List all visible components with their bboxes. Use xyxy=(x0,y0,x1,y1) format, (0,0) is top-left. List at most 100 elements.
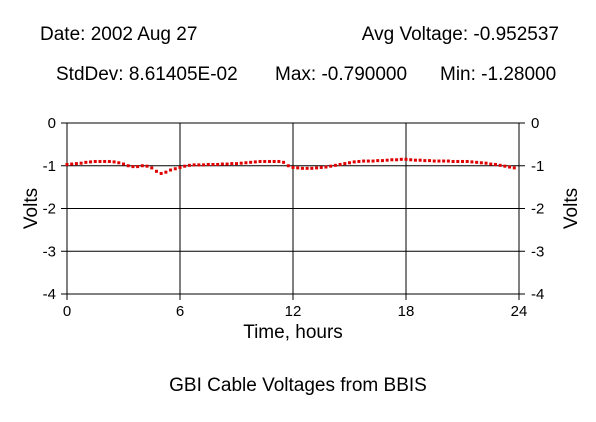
data-point xyxy=(164,170,168,174)
data-point xyxy=(456,159,460,163)
data-point xyxy=(428,159,432,163)
data-point xyxy=(357,159,361,163)
data-point xyxy=(451,159,455,163)
data-point xyxy=(230,162,234,166)
data-point xyxy=(103,159,107,163)
data-point xyxy=(98,159,102,163)
x-tick-label: 24 xyxy=(511,303,528,320)
x-tick-label: 12 xyxy=(285,303,302,320)
y-tick-label-left: -1 xyxy=(43,158,56,175)
data-point xyxy=(390,158,394,162)
y-tick-label-right: -1 xyxy=(531,158,544,175)
data-point xyxy=(197,163,201,167)
data-point xyxy=(150,166,154,170)
data-point xyxy=(305,166,309,170)
data-point xyxy=(399,157,403,161)
data-point xyxy=(385,158,389,162)
data-point xyxy=(122,162,125,166)
data-point xyxy=(216,162,220,166)
x-tick-label: 6 xyxy=(176,303,184,320)
data-point xyxy=(239,161,243,165)
data-point xyxy=(65,162,69,166)
data-point xyxy=(187,163,191,167)
data-point xyxy=(253,160,257,164)
data-point xyxy=(338,162,342,166)
data-point xyxy=(324,165,328,169)
data-point xyxy=(140,164,144,168)
data-point xyxy=(291,165,295,169)
data-point xyxy=(277,159,281,163)
avg-voltage-label: Avg Voltage: -0.952537 xyxy=(361,24,559,45)
data-point xyxy=(418,158,422,162)
data-point xyxy=(258,159,262,163)
y-tick-label-left: 0 xyxy=(48,115,56,132)
data-point xyxy=(131,165,135,169)
y-axis-label-right: Volts xyxy=(561,188,582,229)
data-point xyxy=(202,163,206,167)
y-tick-label-left: -4 xyxy=(43,286,56,303)
data-point xyxy=(409,158,413,162)
data-point xyxy=(169,168,173,172)
data-point xyxy=(446,159,450,163)
data-point xyxy=(263,159,267,163)
data-point xyxy=(380,159,384,163)
chart-footer-title: GBI Cable Voltages from BBIS xyxy=(169,375,427,396)
data-point xyxy=(249,160,253,164)
data-point xyxy=(267,159,271,163)
data-point xyxy=(371,159,375,163)
date-label: Date: 2002 Aug 27 xyxy=(40,24,198,45)
y-axis-label-left: Volts xyxy=(21,188,42,229)
data-point xyxy=(503,164,507,168)
data-point xyxy=(423,159,427,163)
data-point xyxy=(461,159,464,163)
y-tick-label-right: -3 xyxy=(531,243,544,260)
data-point xyxy=(225,162,229,166)
data-point xyxy=(404,157,408,161)
data-point xyxy=(296,166,300,170)
data-point xyxy=(159,171,163,175)
data-point xyxy=(178,165,182,169)
data-point xyxy=(329,164,333,168)
data-point xyxy=(362,159,366,163)
data-point xyxy=(479,161,483,165)
data-point xyxy=(235,162,238,166)
data-point xyxy=(286,164,290,168)
data-point xyxy=(173,167,177,171)
data-point xyxy=(508,165,512,169)
data-point xyxy=(145,164,149,168)
data-point xyxy=(310,166,314,170)
data-point xyxy=(211,162,215,166)
data-point xyxy=(442,159,446,163)
stddev-label: StdDev: 8.61405E-02 xyxy=(56,64,238,85)
data-point xyxy=(70,162,74,166)
data-point xyxy=(192,163,196,167)
data-point xyxy=(413,158,417,162)
data-point xyxy=(437,159,441,163)
data-point xyxy=(484,161,488,165)
data-point xyxy=(475,160,479,164)
data-point xyxy=(206,162,210,166)
data-point xyxy=(366,159,370,163)
data-point xyxy=(352,160,356,164)
data-point xyxy=(79,161,83,165)
data-point xyxy=(489,162,493,166)
data-point xyxy=(74,162,78,166)
x-tick-label: 0 xyxy=(63,303,71,320)
y-tick-label-right: -4 xyxy=(531,286,544,303)
data-point xyxy=(136,165,140,169)
y-tick-label-left: -3 xyxy=(43,243,56,260)
y-tick-label-right: -2 xyxy=(531,201,544,218)
data-point xyxy=(498,163,502,167)
data-point xyxy=(126,164,130,168)
data-point xyxy=(107,159,111,163)
data-point xyxy=(84,160,88,164)
x-axis-label: Time, hours xyxy=(243,322,343,343)
x-tick-label: 18 xyxy=(398,303,415,320)
data-point xyxy=(512,166,516,170)
y-tick-label-right: 0 xyxy=(531,115,539,132)
data-point xyxy=(319,165,323,169)
data-point xyxy=(154,169,158,173)
min-label: Min: -1.28000 xyxy=(440,64,557,85)
data-point xyxy=(333,163,337,167)
